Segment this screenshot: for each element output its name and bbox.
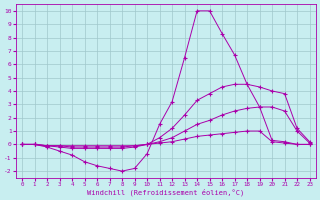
X-axis label: Windchill (Refroidissement éolien,°C): Windchill (Refroidissement éolien,°C) — [87, 188, 244, 196]
